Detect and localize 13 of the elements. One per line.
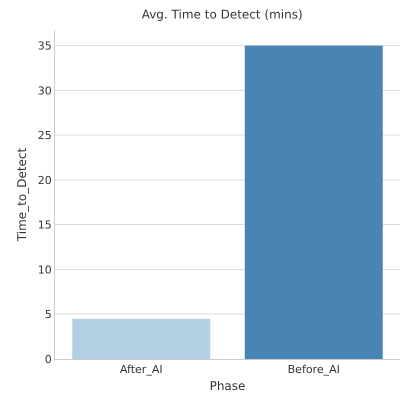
- y-tick-label: 5: [44, 308, 52, 322]
- chart-title: Avg. Time to Detect (mins): [142, 8, 303, 22]
- x-axis-title: Phase: [210, 379, 246, 394]
- x-tick-label: Before_AI: [288, 363, 340, 376]
- y-tick-label: 20: [38, 174, 52, 187]
- x-tick-label: After_AI: [120, 363, 163, 376]
- y-tick-label: 25: [38, 129, 52, 142]
- y-tick-label: 15: [38, 218, 52, 232]
- y-axis-title: Time_to_Detect: [15, 147, 30, 242]
- y-tick-label: 30: [38, 84, 52, 98]
- y-tick-label: 35: [38, 40, 52, 53]
- y-tick-label: 0: [44, 352, 52, 366]
- y-tick-label: 10: [38, 263, 52, 276]
